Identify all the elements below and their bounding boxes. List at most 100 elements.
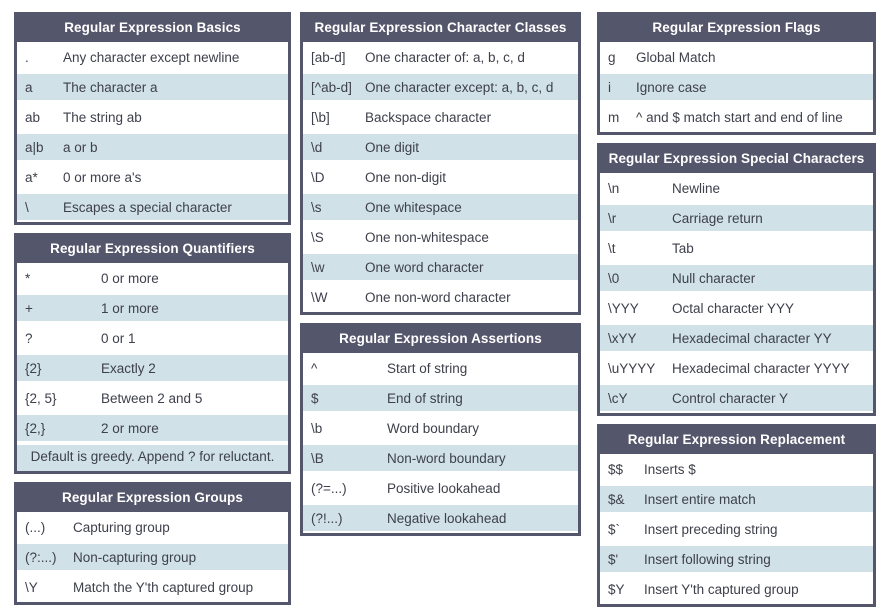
pattern-symbol: [ab-d] <box>311 49 346 65</box>
column-center: Regular Expression Character Classes [ab… <box>300 12 581 544</box>
table-row: \n Newline <box>600 173 873 203</box>
pattern-symbol: \D <box>311 169 325 185</box>
pattern-symbol: * <box>25 270 31 286</box>
pattern-symbol: m <box>608 109 620 125</box>
pattern-symbol: \cY <box>608 390 628 406</box>
pattern-description: Hexadecimal character YY <box>672 330 832 346</box>
pattern-description: Newline <box>672 180 721 196</box>
table-row: (?=...) Positive lookahead <box>303 473 578 503</box>
table-row: \W One non-word character <box>303 282 578 312</box>
pattern-description: Any character except newline <box>63 49 240 65</box>
pattern-description: One non-whitespace <box>365 229 489 245</box>
pattern-description: Escapes a special character <box>63 199 232 215</box>
column-right: Regular Expression Flags g Global Match i I… <box>597 12 876 615</box>
pattern-symbol: \d <box>311 139 323 155</box>
assertions-table-rows: ^ Start of string $ End of string \b Word bou… <box>303 353 578 533</box>
pattern-symbol: i <box>608 79 611 95</box>
table-row: i Ignore case <box>600 72 873 102</box>
pattern-symbol: $ <box>311 390 319 406</box>
pattern-description: Insert entire match <box>644 491 756 507</box>
pattern-symbol: \w <box>311 259 325 275</box>
table-row: \uYYYY Hexadecimal character YYYY <box>600 353 873 383</box>
groups-table: Regular Expression Groups (...) Capturing… <box>14 482 291 605</box>
table-row: a The character a <box>17 72 288 102</box>
pattern-description: Null character <box>672 270 756 286</box>
pattern-symbol: $' <box>608 551 619 567</box>
pattern-symbol: \W <box>311 289 328 305</box>
pattern-description: Between 2 and 5 <box>101 390 203 406</box>
pattern-description: One character of: a, b, c, d <box>365 49 525 65</box>
table-row: ^ Start of string <box>303 353 578 383</box>
pattern-description: Tab <box>672 240 694 256</box>
pattern-symbol: . <box>25 49 29 65</box>
pattern-description: The character a <box>63 79 158 95</box>
replacement-table: Regular Expression Replacement $$ Inserts… <box>597 424 876 607</box>
table-row: \S One non-whitespace <box>303 222 578 252</box>
pattern-description: Inserts $ <box>644 461 696 477</box>
table-row: (...) Capturing group <box>17 512 288 542</box>
table-row: . Any character except newline <box>17 42 288 72</box>
table-row: m ^ and $ match start and end of line <box>600 102 873 132</box>
pattern-description: 2 or more <box>101 420 159 436</box>
table-row: a* 0 or more a's <box>17 162 288 192</box>
pattern-symbol: + <box>25 300 33 316</box>
quantifiers-table-rows: * 0 or more +1 or more? 0 or 1 {2} Exactly 2{… <box>17 263 288 443</box>
pattern-symbol: ? <box>25 330 33 346</box>
table-row: {2} Exactly 2 <box>17 353 288 383</box>
pattern-symbol: \ <box>25 199 29 215</box>
pattern-description: Insert preceding string <box>644 521 778 537</box>
pattern-description: One non-digit <box>365 169 447 185</box>
table-row: \YYY Octal character YYY <box>600 293 873 323</box>
character-classes-table-title: Regular Expression Character Classes <box>303 15 578 42</box>
table-row: $' Insert following string <box>600 544 873 574</box>
pattern-symbol: (?!...) <box>311 510 343 526</box>
pattern-symbol: a* <box>25 169 38 185</box>
pattern-symbol: (?:...) <box>25 549 57 565</box>
pattern-description: 0 or more a's <box>63 169 142 185</box>
replacement-table-rows: $$ Inserts $ $& Insert entire match $` Insert… <box>600 454 873 604</box>
groups-table-rows: (...) Capturing group (?:...) Non-capturing… <box>17 512 288 602</box>
pattern-symbol: \0 <box>608 270 620 286</box>
table-row: ? 0 or 1 <box>17 323 288 353</box>
pattern-description: Ignore case <box>636 79 707 95</box>
special-characters-table-title: Regular Expression Special Characters <box>600 146 873 173</box>
table-row: a|b a or b <box>17 132 288 162</box>
pattern-description: Hexadecimal character YYYY <box>672 360 850 376</box>
pattern-description: Exactly 2 <box>101 360 156 376</box>
table-row: (?:...) Non-capturing group <box>17 542 288 572</box>
pattern-description: a or b <box>63 139 98 155</box>
table-row: $& Insert entire match <box>600 484 873 514</box>
pattern-symbol: $$ <box>608 461 624 477</box>
pattern-symbol: \S <box>311 229 324 245</box>
pattern-symbol: \B <box>311 450 324 466</box>
table-row: \D One non-digit <box>303 162 578 192</box>
pattern-description: Global Match <box>636 49 716 65</box>
pattern-description: Non-word boundary <box>387 450 506 466</box>
table-row: g Global Match <box>600 42 873 72</box>
pattern-symbol: $& <box>608 491 625 507</box>
pattern-description: 1 or more <box>101 300 159 316</box>
pattern-symbol: $Y <box>608 581 625 597</box>
quantifiers-table: Regular Expression Quantifiers * 0 or mor… <box>14 233 291 474</box>
table-row: \w One word character <box>303 252 578 282</box>
pattern-symbol: a|b <box>25 139 44 155</box>
pattern-symbol: $` <box>608 521 621 537</box>
table-row: (?!...) Negative lookahead <box>303 503 578 533</box>
table-row: {2,} 2 or more <box>17 413 288 443</box>
pattern-description: Word boundary <box>387 420 480 436</box>
pattern-description: One whitespace <box>365 199 462 215</box>
table-row: \B Non-word boundary <box>303 443 578 473</box>
pattern-symbol: \b <box>311 420 323 436</box>
table-row: [ab-d] One character of: a, b, c, d <box>303 42 578 72</box>
pattern-description: One digit <box>365 139 420 155</box>
pattern-description: The string ab <box>63 109 142 125</box>
pattern-description: Insert following string <box>644 551 771 567</box>
pattern-symbol: {2, 5} <box>25 390 57 406</box>
groups-table-title: Regular Expression Groups <box>17 485 288 512</box>
table-row: \t Tab <box>600 233 873 263</box>
assertions-table-title: Regular Expression Assertions <box>303 326 578 353</box>
quantifiers-table-title: Regular Expression Quantifiers <box>17 236 288 263</box>
table-row: \xYY Hexadecimal character YY <box>600 323 873 353</box>
character-classes-table: Regular Expression Character Classes [ab… <box>300 12 581 315</box>
